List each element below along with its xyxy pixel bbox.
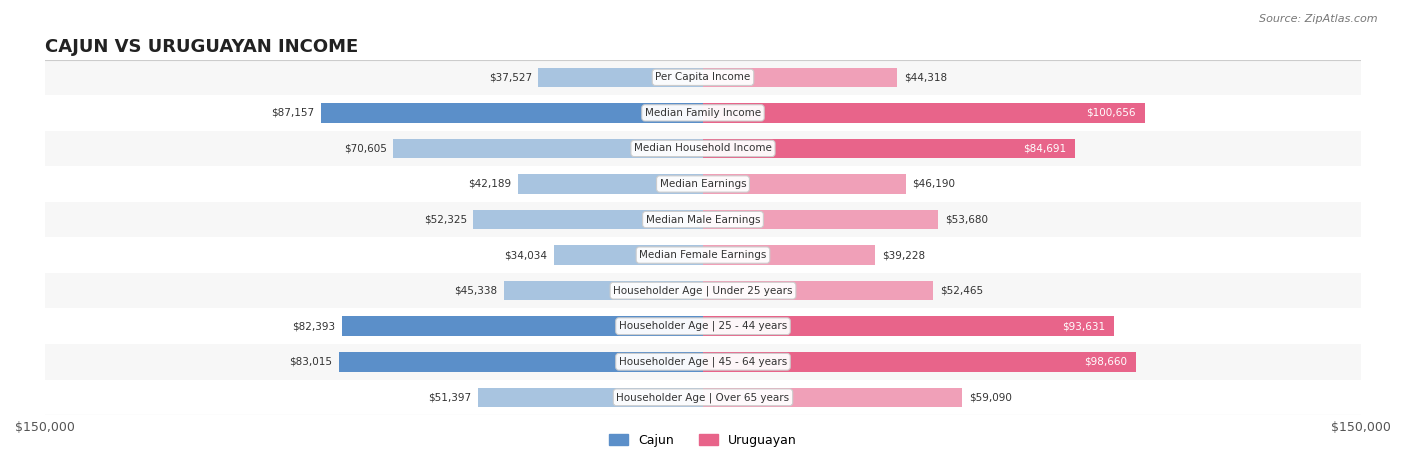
Text: Householder Age | Under 25 years: Householder Age | Under 25 years — [613, 285, 793, 296]
Text: $52,325: $52,325 — [423, 214, 467, 225]
Legend: Cajun, Uruguayan: Cajun, Uruguayan — [605, 429, 801, 452]
Bar — [478, 388, 703, 407]
Bar — [517, 174, 703, 194]
Text: Median Male Earnings: Median Male Earnings — [645, 214, 761, 225]
Text: $39,228: $39,228 — [882, 250, 925, 260]
Text: Median Family Income: Median Family Income — [645, 108, 761, 118]
Text: Householder Age | 45 - 64 years: Householder Age | 45 - 64 years — [619, 356, 787, 367]
Text: $45,338: $45,338 — [454, 286, 498, 296]
Bar — [45, 95, 1361, 131]
Bar — [703, 317, 1114, 336]
Text: CAJUN VS URUGUAYAN INCOME: CAJUN VS URUGUAYAN INCOME — [45, 38, 359, 57]
Text: $70,605: $70,605 — [344, 143, 387, 154]
Text: $42,189: $42,189 — [468, 179, 512, 189]
Bar — [339, 352, 703, 372]
Bar — [554, 245, 703, 265]
Text: $51,397: $51,397 — [427, 392, 471, 403]
Bar — [45, 273, 1361, 308]
Bar — [703, 139, 1074, 158]
Bar — [703, 174, 905, 194]
Text: Householder Age | Over 65 years: Householder Age | Over 65 years — [616, 392, 790, 403]
Text: $87,157: $87,157 — [271, 108, 314, 118]
Text: $98,660: $98,660 — [1084, 357, 1128, 367]
Bar — [45, 166, 1361, 202]
Bar — [703, 245, 875, 265]
Bar — [45, 380, 1361, 415]
Bar — [703, 281, 934, 300]
Text: Median Earnings: Median Earnings — [659, 179, 747, 189]
Bar — [703, 68, 897, 87]
Text: $82,393: $82,393 — [292, 321, 335, 331]
Text: $83,015: $83,015 — [290, 357, 332, 367]
Bar — [45, 202, 1361, 237]
Bar — [45, 59, 1361, 95]
Bar — [703, 210, 938, 229]
Bar — [45, 344, 1361, 380]
Text: $44,318: $44,318 — [904, 72, 948, 82]
Bar — [321, 103, 703, 123]
Text: $53,680: $53,680 — [945, 214, 988, 225]
Bar — [703, 388, 962, 407]
Text: $59,090: $59,090 — [969, 392, 1012, 403]
Bar — [474, 210, 703, 229]
Text: $93,631: $93,631 — [1062, 321, 1105, 331]
Text: Median Household Income: Median Household Income — [634, 143, 772, 154]
Bar — [394, 139, 703, 158]
Text: $84,691: $84,691 — [1022, 143, 1066, 154]
Text: Median Female Earnings: Median Female Earnings — [640, 250, 766, 260]
Text: Source: ZipAtlas.com: Source: ZipAtlas.com — [1260, 14, 1378, 24]
Bar — [45, 308, 1361, 344]
Bar — [505, 281, 703, 300]
Text: Per Capita Income: Per Capita Income — [655, 72, 751, 82]
Bar — [342, 317, 703, 336]
Bar — [703, 352, 1136, 372]
Bar — [538, 68, 703, 87]
Text: $46,190: $46,190 — [912, 179, 955, 189]
Text: $37,527: $37,527 — [489, 72, 531, 82]
Text: $34,034: $34,034 — [505, 250, 547, 260]
Bar — [703, 103, 1144, 123]
Text: $100,656: $100,656 — [1087, 108, 1136, 118]
Text: Householder Age | 25 - 44 years: Householder Age | 25 - 44 years — [619, 321, 787, 332]
Text: $52,465: $52,465 — [939, 286, 983, 296]
Bar — [45, 131, 1361, 166]
Bar — [45, 237, 1361, 273]
